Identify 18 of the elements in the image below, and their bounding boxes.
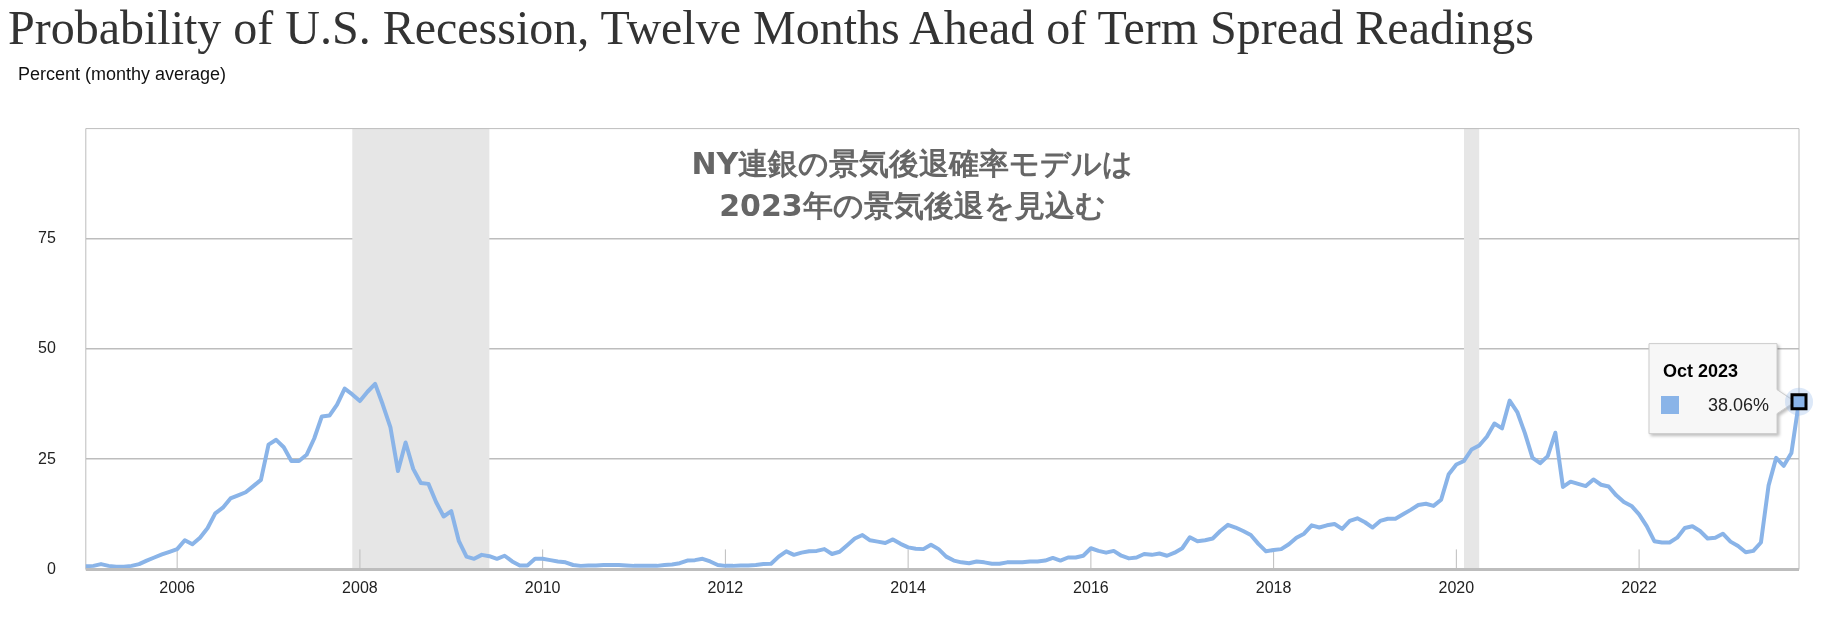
data-label: 38.06% xyxy=(1707,394,1769,415)
x-tick-label: 2006 xyxy=(159,579,196,597)
annotation: NY連銀の景気後退確率モデルは 2023年の景気後退を見込む xyxy=(691,146,1134,224)
x-tick-label: 2022 xyxy=(1621,579,1657,597)
chart-title: Probability of U.S. Recession, Twelve Months Ahead of Term Spread Readings xyxy=(8,1,1535,54)
annotation: Oct 2023 xyxy=(1663,360,1739,381)
x-tick-label: 2008 xyxy=(342,579,378,597)
x-tick-label: 2016 xyxy=(1073,579,1109,597)
x-tick-label: 2010 xyxy=(524,579,561,597)
y-tick-label: 75 xyxy=(38,229,56,247)
x-tick-label: 2014 xyxy=(890,579,927,597)
x-tick-label: 2018 xyxy=(1255,579,1292,597)
x-tick-label: 2020 xyxy=(1438,579,1475,597)
y-tick-label: 50 xyxy=(38,339,56,357)
y-tick-label: 25 xyxy=(38,449,56,467)
x-tick-label: 2012 xyxy=(707,579,744,597)
y-axis-title: Percent (monthy average) xyxy=(18,64,228,85)
y-tick-label: 0 xyxy=(46,559,56,577)
